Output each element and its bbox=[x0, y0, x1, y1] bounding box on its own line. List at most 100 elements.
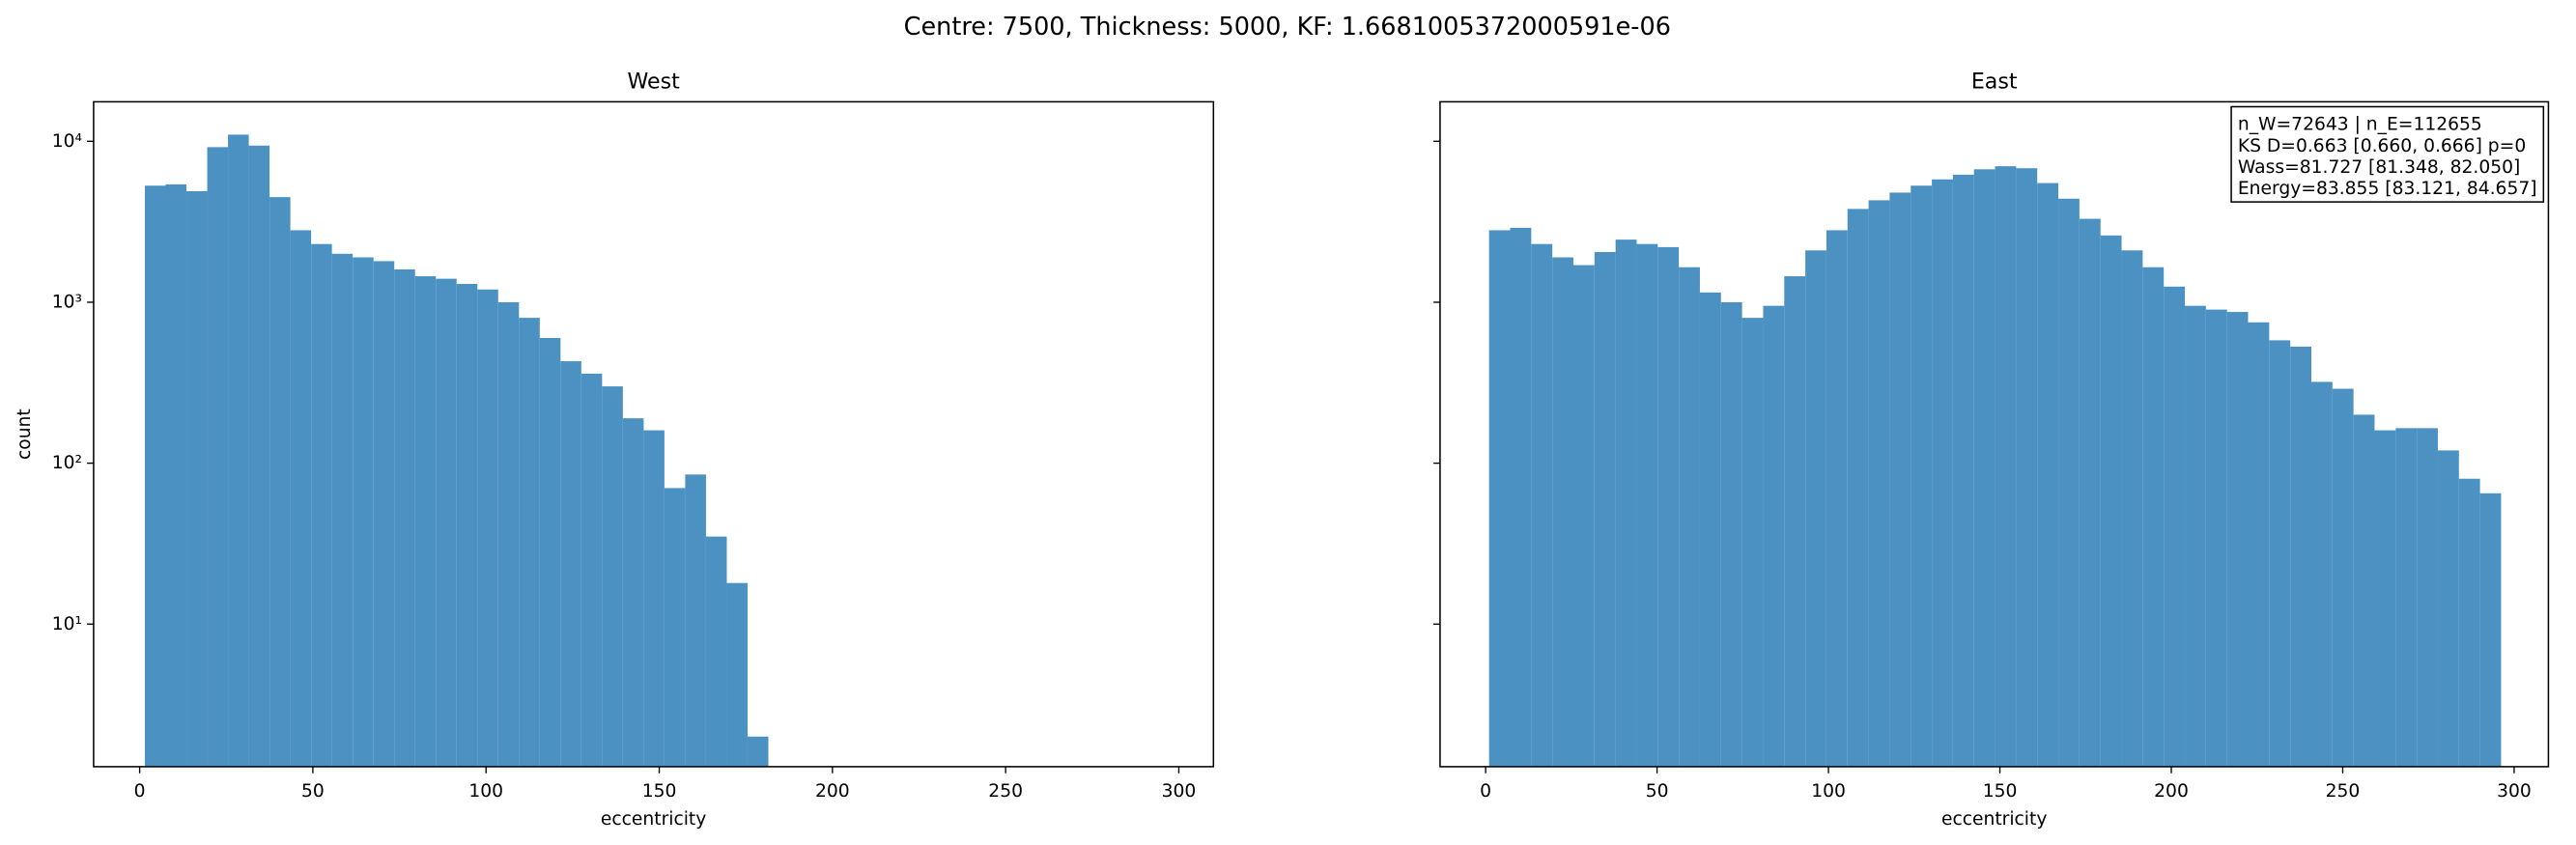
bar bbox=[144, 185, 166, 767]
bar bbox=[2248, 322, 2270, 767]
bar bbox=[311, 243, 332, 767]
y-tick-label: 10¹ bbox=[52, 614, 82, 634]
bar bbox=[414, 276, 437, 767]
bar bbox=[1826, 230, 1848, 767]
x-tick-label: 200 bbox=[815, 781, 850, 802]
x-tick-label: 250 bbox=[988, 781, 1023, 802]
bar bbox=[165, 183, 187, 767]
bar bbox=[436, 278, 457, 767]
bar bbox=[2374, 430, 2396, 767]
bar bbox=[2142, 267, 2165, 767]
bar bbox=[622, 418, 644, 767]
y-tick-label: 10⁴ bbox=[52, 131, 82, 152]
bar bbox=[290, 230, 312, 767]
bar bbox=[1995, 166, 2017, 767]
y-tick-label: 10³ bbox=[52, 292, 82, 312]
bar bbox=[2121, 250, 2143, 767]
bar bbox=[1572, 265, 1595, 767]
bar bbox=[2479, 493, 2502, 767]
bar bbox=[2058, 198, 2080, 767]
x-tick-label: 150 bbox=[1983, 781, 2018, 802]
bar bbox=[2269, 340, 2291, 767]
bar bbox=[1784, 276, 1806, 767]
x-tick-label: 50 bbox=[301, 781, 325, 802]
bar bbox=[248, 145, 270, 767]
x-tick-label: 250 bbox=[2326, 781, 2361, 802]
bar bbox=[726, 582, 748, 767]
bar bbox=[228, 134, 249, 767]
bar bbox=[2226, 312, 2249, 767]
bar bbox=[373, 261, 395, 767]
annotation-line: Energy=83.855 [83.121, 84.657] bbox=[2238, 179, 2537, 199]
bar bbox=[2417, 428, 2438, 767]
bar bbox=[1552, 257, 1573, 767]
x-tick-label: 150 bbox=[642, 781, 677, 802]
bar bbox=[1763, 305, 1785, 767]
bar bbox=[2016, 168, 2038, 767]
bar bbox=[2353, 414, 2375, 767]
bar bbox=[519, 318, 540, 767]
bar bbox=[1805, 250, 1826, 767]
bar bbox=[747, 736, 769, 767]
bar bbox=[186, 190, 208, 767]
bar bbox=[2100, 235, 2122, 767]
bar bbox=[1911, 185, 1933, 767]
bar bbox=[2205, 309, 2227, 767]
y-axis-label: count bbox=[14, 408, 35, 460]
bar bbox=[331, 253, 354, 767]
bar bbox=[1741, 318, 1764, 767]
bar bbox=[2037, 183, 2059, 767]
bar bbox=[2290, 346, 2311, 767]
bar bbox=[685, 474, 706, 767]
bar bbox=[643, 430, 665, 767]
bar bbox=[1868, 200, 1890, 767]
axes-title: West bbox=[627, 70, 680, 95]
y-tick-label: 10² bbox=[52, 453, 82, 473]
x-tick-label: 100 bbox=[1811, 781, 1846, 802]
x-tick-label: 50 bbox=[1646, 781, 1669, 802]
x-tick-label: 0 bbox=[134, 781, 146, 802]
bar bbox=[1699, 292, 1721, 767]
annotation-frame bbox=[2230, 105, 2545, 203]
axes-title: East bbox=[1971, 70, 2018, 95]
bar bbox=[1973, 169, 1996, 767]
bar bbox=[2437, 450, 2459, 767]
bar bbox=[2458, 478, 2480, 767]
bar bbox=[2185, 305, 2206, 767]
bar bbox=[1636, 243, 1658, 767]
x-axis-label: eccentricity bbox=[1941, 809, 2047, 830]
bar bbox=[1510, 227, 1532, 767]
bar bbox=[1594, 252, 1616, 767]
bar bbox=[705, 536, 727, 767]
annotation-line: n_W=72643 | n_E=112655 bbox=[2238, 115, 2482, 135]
x-tick-label: 300 bbox=[2497, 781, 2532, 802]
bar bbox=[2164, 286, 2186, 767]
bar bbox=[1720, 301, 1742, 767]
bar bbox=[1952, 174, 1974, 767]
bar bbox=[2332, 388, 2354, 767]
bar bbox=[477, 289, 498, 767]
bar bbox=[664, 488, 686, 767]
bar bbox=[602, 386, 623, 767]
bar bbox=[1488, 230, 1511, 767]
bar bbox=[207, 147, 229, 767]
bar bbox=[2079, 218, 2101, 767]
bar bbox=[2395, 428, 2418, 767]
x-tick-label: 200 bbox=[2154, 781, 2189, 802]
bar bbox=[560, 361, 581, 767]
bar bbox=[394, 268, 415, 767]
bar bbox=[1615, 239, 1637, 767]
bar bbox=[1657, 246, 1680, 767]
plot-frame bbox=[1439, 100, 2550, 768]
x-axis-label: eccentricity bbox=[601, 809, 706, 830]
bar bbox=[539, 337, 561, 767]
bar bbox=[1847, 209, 1869, 767]
bar bbox=[269, 197, 291, 767]
bar bbox=[1531, 243, 1553, 767]
x-tick-label: 0 bbox=[1480, 781, 1491, 802]
figure-title: Centre: 7500, Thickness: 5000, KF: 1.668… bbox=[904, 13, 1671, 42]
bar bbox=[1932, 179, 1953, 767]
x-tick-label: 100 bbox=[468, 781, 503, 802]
